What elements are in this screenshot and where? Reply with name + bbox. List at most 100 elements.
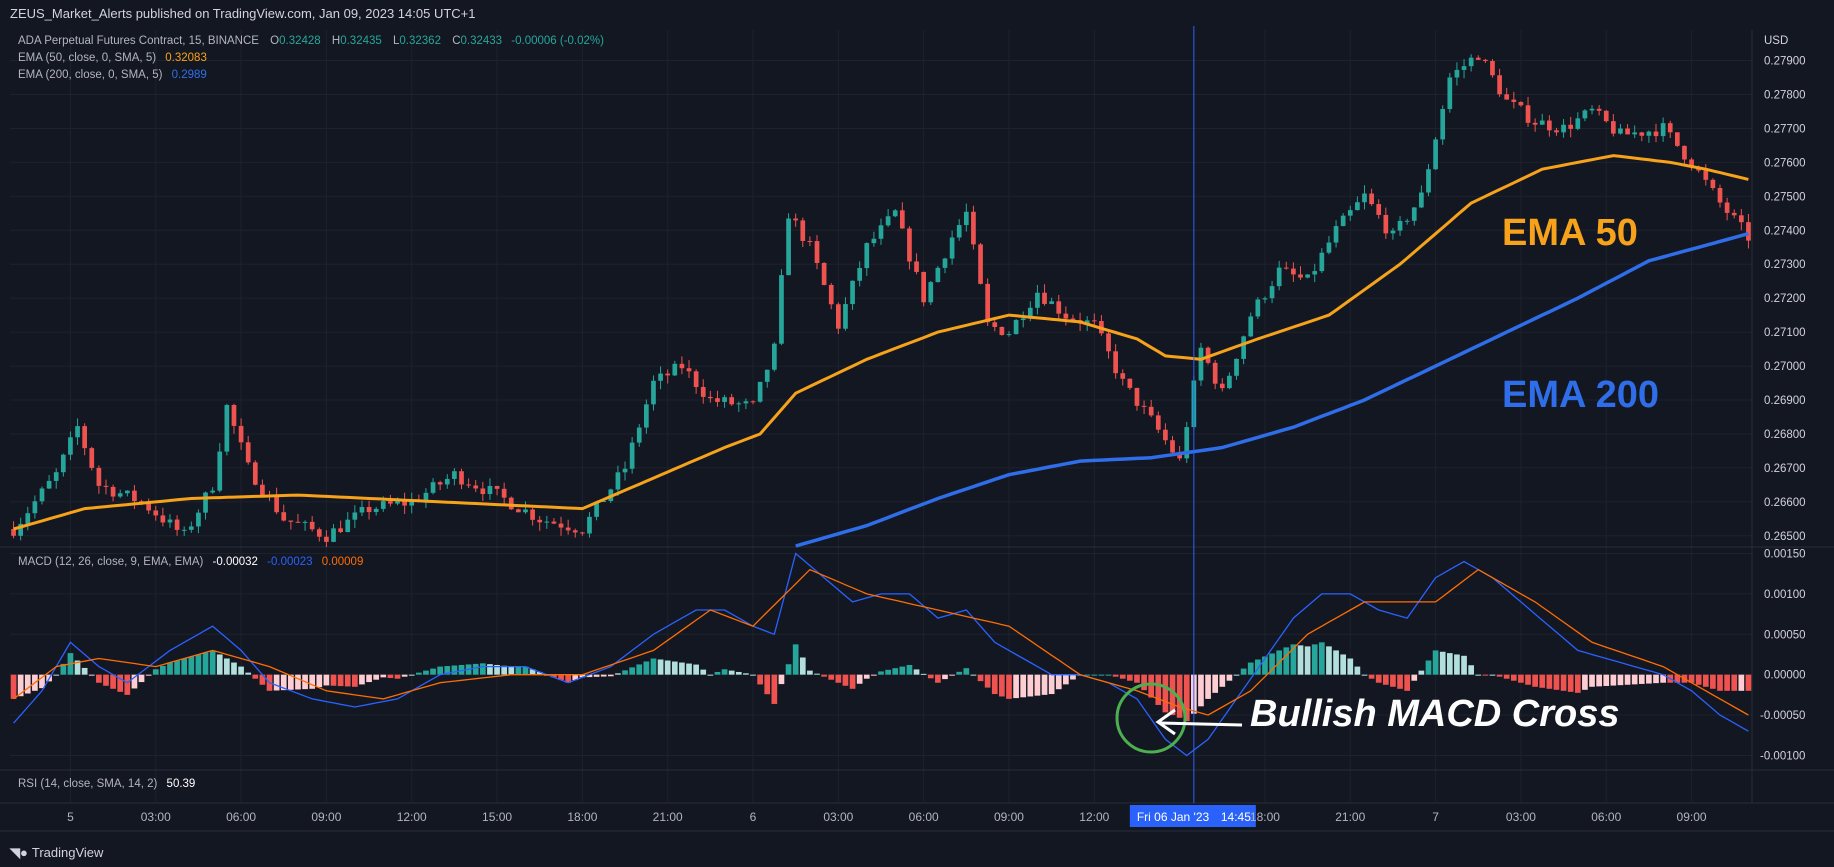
- candle-body: [1155, 415, 1161, 430]
- macd-histogram-bar: [479, 663, 486, 675]
- candle-body: [1433, 139, 1438, 170]
- candle-body: [594, 501, 599, 517]
- macd-histogram-bar: [74, 660, 81, 675]
- macd-histogram-bar: [814, 673, 820, 675]
- macd-histogram-bar: [1631, 674, 1638, 685]
- time-axis[interactable]: 5 03:00 06:00 09:00 12:00 15:00 18:00 21:00 6 03:…: [67, 810, 1707, 824]
- price-axis[interactable]: USD 0.27900 0.27800 0.27700 0.27600 0.27500 0…: [1760, 35, 1806, 762]
- candle: [160, 507, 166, 527]
- candle-body: [708, 396, 713, 399]
- candle: [1049, 297, 1054, 305]
- candle: [857, 261, 863, 287]
- macd-histogram-bar: [188, 656, 195, 675]
- candle-body: [1703, 170, 1709, 180]
- candle: [565, 519, 571, 535]
- macd-histogram-bar: [487, 664, 493, 675]
- macd-histogram-bar: [1368, 674, 1375, 679]
- macd-histogram-bar: [1731, 674, 1738, 691]
- candle: [89, 446, 95, 471]
- candle-body: [544, 521, 550, 523]
- candle: [1013, 318, 1019, 335]
- candle-body: [473, 485, 479, 489]
- macd-legend[interactable]: MACD (12, 26, close, 9, EMA, EMA) -0.000…: [18, 556, 363, 568]
- candle-body: [1532, 122, 1538, 125]
- candle: [764, 369, 770, 388]
- macd-histogram-bar: [586, 674, 593, 678]
- macd-histogram-bar: [17, 674, 24, 697]
- macd-histogram-bar: [1212, 674, 1219, 693]
- macd-histogram-bar: [1311, 644, 1318, 675]
- candle-body: [1639, 132, 1645, 136]
- candle-body: [843, 304, 848, 329]
- macd-histogram-bar: [1503, 674, 1510, 679]
- candle-body: [793, 218, 799, 221]
- macd-histogram-bar: [1169, 674, 1176, 716]
- macd-histogram-bar: [1646, 674, 1652, 684]
- rsi-legend[interactable]: RSI (14, close, SMA, 14, 2) 50.39: [18, 778, 195, 790]
- candle: [907, 226, 912, 270]
- macd-histogram-bar: [160, 665, 166, 675]
- macd-histogram-bar: [607, 674, 614, 677]
- candle: [1525, 96, 1531, 127]
- candle: [1042, 284, 1047, 306]
- candle: [82, 423, 88, 456]
- price-tick-label: 0.27800: [1764, 89, 1806, 101]
- candle: [203, 491, 208, 520]
- candle: [1390, 227, 1396, 240]
- candle-body: [864, 243, 870, 269]
- macd-histogram-bar: [1233, 674, 1240, 676]
- candle: [274, 487, 279, 515]
- macd-histogram-bar: [1390, 674, 1396, 687]
- ohlc-change: -0.00006 (-0.02%): [511, 35, 604, 47]
- candle-body: [437, 482, 443, 485]
- candle-body: [1340, 215, 1346, 227]
- candle: [18, 517, 24, 541]
- ema50-legend[interactable]: EMA (50, close, 0, SMA, 5) 0.32083: [18, 52, 207, 64]
- candle-body: [921, 271, 927, 303]
- candle-body: [139, 501, 144, 503]
- macd-histogram-bar: [878, 671, 884, 675]
- macd-histogram-bar: [1283, 647, 1290, 675]
- candle-body: [1411, 207, 1417, 221]
- macd-histogram-bar: [999, 674, 1005, 697]
- tradingview-brand[interactable]: ◥● TradingView: [10, 845, 103, 861]
- price-tick-label: 0.27900: [1764, 56, 1806, 68]
- candle: [679, 356, 685, 375]
- candle: [1163, 423, 1168, 445]
- macd-histogram-bar: [558, 674, 564, 681]
- macd-histogram-bar: [88, 674, 95, 676]
- candle-body: [302, 521, 308, 523]
- candle: [892, 209, 898, 218]
- ohlc-high: 0.32435: [340, 35, 382, 47]
- macd-histogram-bar: [280, 674, 287, 691]
- candle: [117, 489, 123, 499]
- macd-histogram-bar: [593, 674, 600, 677]
- candle: [1369, 188, 1374, 206]
- candle: [1710, 178, 1716, 191]
- time-tick-label: 6: [750, 810, 757, 824]
- candle-body: [1020, 318, 1026, 321]
- macd-histogram-bar: [529, 669, 536, 675]
- candle: [1035, 285, 1040, 315]
- candle-body: [601, 500, 607, 502]
- candle-body: [1276, 267, 1282, 287]
- time-tick-label: 06:00: [909, 810, 939, 824]
- candle: [1419, 185, 1424, 209]
- macd-histogram-bar: [245, 672, 252, 675]
- candle: [587, 512, 592, 538]
- macd-histogram-bar: [216, 654, 223, 675]
- macd-histogram-bar: [53, 674, 60, 676]
- candle-body: [587, 516, 592, 534]
- macd-tick-label: 0.00000: [1764, 670, 1806, 682]
- macd-histogram-bar: [899, 666, 906, 675]
- candle-body: [181, 529, 187, 531]
- macd-histogram-bar: [1454, 654, 1460, 675]
- ema200-legend[interactable]: EMA (200, close, 0, SMA, 5) 0.2989: [18, 69, 207, 81]
- candle: [260, 479, 265, 498]
- candle-body: [1504, 94, 1510, 100]
- candle-body: [1618, 128, 1623, 134]
- macd-histogram-bar: [1333, 650, 1339, 675]
- candle: [807, 236, 813, 247]
- macd-histogram-bar: [330, 674, 337, 686]
